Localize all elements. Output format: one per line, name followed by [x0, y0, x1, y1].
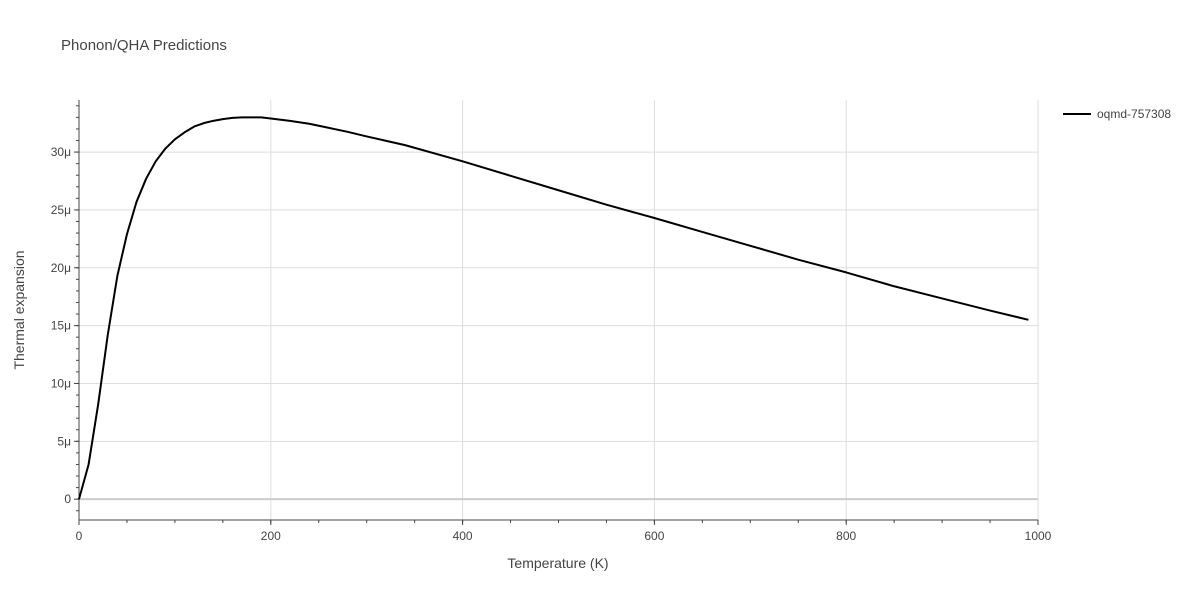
legend-label-oqmd-757308: oqmd-757308: [1097, 107, 1171, 121]
x-axis-ticks: 0 200 400 600 800 1000: [76, 520, 1052, 543]
y-tick-label: 5μ: [57, 434, 71, 448]
x-gridlines: [270, 100, 1039, 520]
y-gridlines: [79, 151, 1038, 501]
x-axis-label: Temperature (K): [507, 555, 608, 571]
x-tick-label: 200: [261, 529, 281, 543]
chart-title: Phonon/QHA Predictions: [61, 37, 227, 54]
legend[interactable]: oqmd-757308: [1063, 107, 1171, 121]
y-tick-label: 15μ: [51, 319, 71, 333]
y-tick-label: 0: [64, 492, 71, 506]
x-tick-label: 1000: [1025, 529, 1052, 543]
x-tick-label: 600: [644, 529, 664, 543]
series-layer: [78, 116, 1029, 500]
y-axis-label: Thermal expansion: [11, 250, 27, 369]
y-tick-label: 25μ: [51, 203, 71, 217]
x-tick-label: 0: [76, 529, 83, 543]
x-axis-minor-ticks: [78, 520, 1039, 523]
y-axis-ticks: 0 5μ 10μ 15μ 20μ 25μ 30μ: [51, 145, 79, 506]
y-tick-label: 10μ: [51, 376, 71, 390]
x-tick-label: 800: [836, 529, 856, 543]
y-tick-label: 20μ: [51, 261, 71, 275]
x-tick-label: 400: [453, 529, 473, 543]
y-axis-minor-ticks: [76, 105, 79, 512]
y-tick-label: 30μ: [51, 145, 71, 159]
series-line-oqmd-757308: [78, 116, 1029, 500]
